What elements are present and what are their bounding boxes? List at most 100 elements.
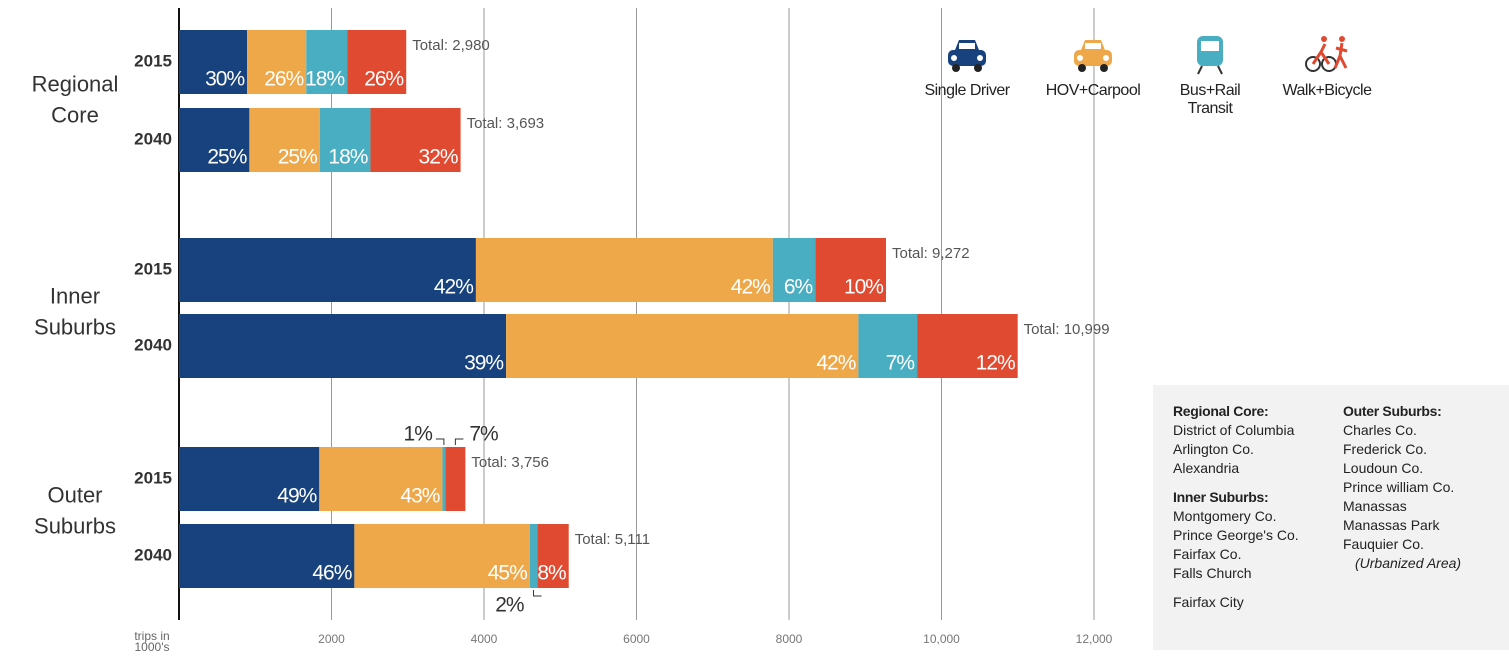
legend-icon [1197,36,1223,75]
key-item: Frederick Co. [1343,441,1428,457]
callout [533,590,542,597]
key-heading: Outer Suburbs: [1343,403,1442,419]
group-label: Suburbs [34,314,116,339]
legend-label: Single Driver [924,82,1010,99]
value-label: 46% [312,562,351,585]
value-label: 42% [731,276,770,299]
bar-segment [319,447,443,511]
icon-light [951,55,957,61]
key-item: Alexandria [1173,460,1240,476]
year-label: 2015 [134,51,172,70]
bar-segment [179,108,250,172]
value-label: 49% [277,485,316,508]
key-note: (Urbanized Area) [1355,555,1462,571]
bar-segment [442,447,446,511]
legend-icon [948,40,986,72]
value-label: 12% [976,352,1015,375]
total-label: Total: 5,111 [575,531,650,548]
icon-window [1201,41,1219,51]
key-item: Fairfax Co. [1173,546,1242,562]
bar-segment [772,238,816,302]
bar-segment [347,30,407,94]
icon-light [1077,55,1083,61]
key-item: Fairfax City [1173,594,1244,610]
bar-segment [179,314,507,378]
x-tick-label: 8000 [776,632,803,646]
icon-window [1085,43,1101,49]
key-item: Arlington Co. [1173,441,1254,457]
value-label: 26% [364,68,403,91]
bar-segment [179,524,355,588]
key-item: Charles Co. [1343,422,1417,438]
bar-segment [537,524,569,588]
value-label: 30% [205,68,244,91]
bar-segment [179,447,320,511]
bar-segment [179,30,248,94]
icon-wheel [974,64,982,72]
year-label: 2015 [134,468,172,487]
bar-segment [249,108,320,172]
key-heading: Regional Core: [1173,403,1269,419]
key-item: Falls Church [1173,565,1252,581]
legend-icon [1074,40,1112,72]
x-tick-label: 2000 [318,632,345,646]
icon-wheel [952,64,960,72]
bar-segment [306,30,348,94]
key-heading: Inner Suburbs: [1173,489,1269,505]
legend-label: HOV+Carpool [1045,82,1141,99]
bar-segment [179,238,476,302]
group-label: Core [51,102,99,127]
x-tick-label: 6000 [623,632,650,646]
group-label: Outer [47,482,102,507]
icon-body [948,50,986,66]
value-label: 45% [488,562,527,585]
legend-label: Bus+Rail Transit [1179,82,1241,117]
icon-head [1339,36,1345,42]
value-label: 26% [264,68,303,91]
key-item: Montgomery Co. [1173,508,1277,524]
icon-wheel [1078,64,1086,72]
group-label: Suburbs [34,513,116,538]
key-item: Loudoun Co. [1343,460,1424,476]
value-label: 39% [464,352,503,375]
year-label: 2040 [134,545,172,564]
total-label: Total: 3,756 [471,454,549,471]
value-label: 6% [784,276,813,299]
axis-label: 1000's [135,640,170,654]
callout [435,438,445,445]
value-label: 18% [305,68,344,91]
value-label: 43% [400,485,439,508]
value-label: 1% [404,423,433,446]
value-label: 42% [434,276,473,299]
bar-segment [858,314,918,378]
bar-segment [319,108,371,172]
group-label: Inner [50,283,100,308]
total-label: Total: 3,693 [467,115,545,132]
legend-label: Walk+Bicycle [1282,82,1372,99]
value-label: 32% [419,146,458,169]
callout [454,438,464,445]
bar-segment [445,447,466,511]
value-label: 25% [278,146,317,169]
group-label: Regional [32,71,119,96]
bar-segment [354,524,530,588]
bar-segment [370,108,461,172]
value-label: 7% [469,423,498,446]
bar-segment [475,238,773,302]
value-label: 7% [886,352,915,375]
total-label: Total: 2,980 [412,37,490,54]
key-item: Manassas Park [1343,517,1440,533]
value-label: 18% [328,146,367,169]
bar-segment [247,30,307,94]
x-tick-label: 10,000 [923,632,960,646]
value-label: 8% [537,562,566,585]
total-label: Total: 9,272 [892,245,970,262]
icon-light [1103,55,1109,61]
value-label: 10% [844,276,883,299]
value-label: 42% [816,352,855,375]
icon-light [977,55,983,61]
axis-label: trips in [134,629,169,643]
total-label: Total: 10,999 [1024,321,1110,338]
